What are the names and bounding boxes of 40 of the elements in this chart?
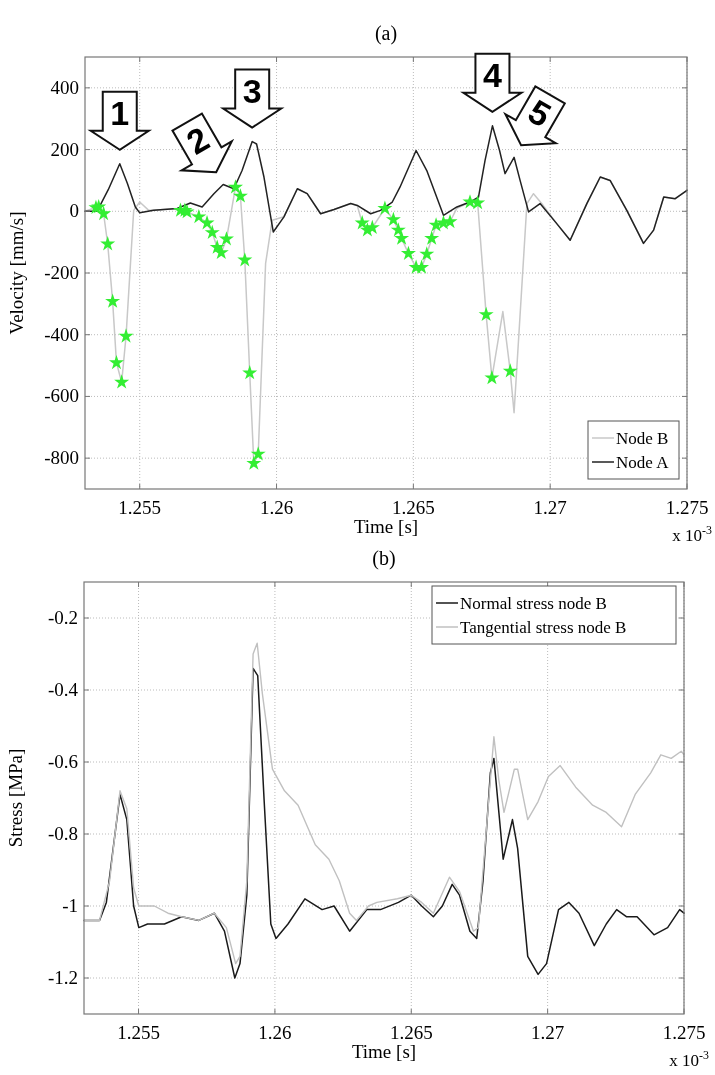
text: x 10$^{-3}$ (672, 523, 713, 545)
annotation: 4 (482, 55, 502, 94)
text: x 10$^{-3}$ (669, 1048, 710, 1070)
x-tick-label: 1.27 (533, 497, 567, 518)
x-tick-label: 1.255 (117, 1022, 160, 1043)
y-tick-label: -0.8 (47, 823, 78, 844)
y-tick-label: 0 (69, 200, 79, 222)
legend-label: Node B (616, 429, 669, 448)
annotation: 5 (521, 91, 558, 135)
x-tick-label: 1.26 (258, 1022, 292, 1043)
y-axis-title: Stress [MPa] (5, 748, 26, 848)
x-tick-label: 1.255 (118, 497, 162, 518)
legend-label: Node A (616, 453, 670, 472)
x-axis-title: Time [s] (351, 1041, 417, 1062)
y-tick-label: -400 (44, 323, 79, 345)
annotation: 3 (242, 71, 262, 110)
annotation: 1 (110, 93, 130, 132)
y-tick-label: -1 (62, 895, 78, 916)
x-tick-label: 1.26 (259, 497, 294, 518)
y-tick-label: -600 (44, 385, 79, 407)
y-tick-label: -0.6 (47, 751, 78, 772)
y-tick-label: -0.2 (47, 607, 78, 628)
chart-title: (b) (372, 547, 396, 570)
x-tick-label: 1.275 (665, 497, 709, 518)
x-axis-title: Time [s] (353, 516, 419, 537)
y-tick-label: -800 (44, 447, 79, 469)
chart-title: (a) (374, 22, 398, 45)
legend-label: Tangential stress node B (460, 618, 627, 637)
y-tick-label: -1.2 (47, 967, 78, 988)
x-tick-label: 1.27 (531, 1022, 565, 1043)
y-axis-title: Velocity [mm/s] (6, 211, 27, 335)
y-tick-label: -0.4 (47, 679, 79, 700)
y-tick-label: 400 (50, 76, 79, 98)
annotation: 2 (179, 119, 216, 162)
legend-label: Normal stress node B (460, 594, 607, 613)
x-tick-label: 1.265 (389, 1022, 433, 1043)
x-tick-label: 1.275 (662, 1022, 706, 1043)
y-tick-label: 200 (50, 138, 79, 160)
x-tick-label: 1.265 (391, 497, 435, 518)
y-tick-label: -200 (44, 262, 79, 283)
